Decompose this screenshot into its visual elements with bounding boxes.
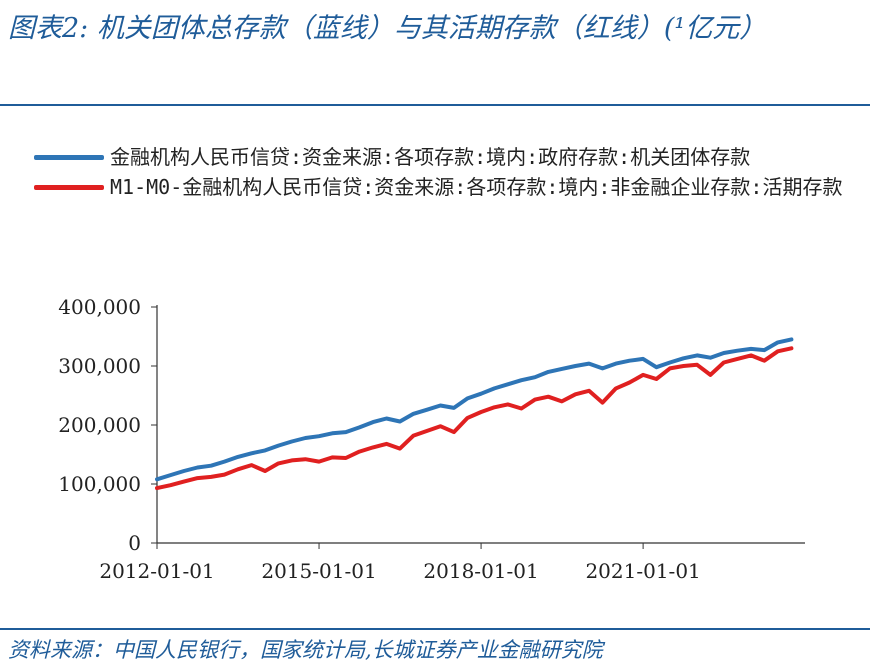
legend-swatch-red <box>34 185 104 190</box>
chart-title: 图表2: 机关团体总存款（蓝线）与其活期存款（红线）(¹亿元） <box>8 13 767 44</box>
legend-label-blue: 金融机构人民币信贷:资金来源:各项存款:境内:政府存款:机关团体存款 <box>110 145 751 169</box>
y-tick-label: 400,000 <box>58 295 141 319</box>
y-tick-label: 300,000 <box>58 354 141 378</box>
y-tick-label: 200,000 <box>58 413 141 437</box>
series-line-blue <box>155 337 794 482</box>
x-tick-label: 2012-01-01 <box>99 559 214 583</box>
chart-legend: 金融机构人民币信贷:资金来源:各项存款:境内:政府存款:机关团体存款 M1-M0… <box>32 142 852 202</box>
legend-swatch-blue <box>34 155 104 160</box>
source-note: 资料来源：中国人民银行，国家统计局,长城证券产业金融研究院 <box>8 638 603 662</box>
x-tick-label: 2015-01-01 <box>261 559 376 583</box>
x-tick-label: 2018-01-01 <box>423 559 538 583</box>
series-line-red <box>155 346 794 491</box>
y-tick-label: 100,000 <box>58 472 141 496</box>
legend-item-blue: 金融机构人民币信贷:资金来源:各项存款:境内:政府存款:机关团体存款 <box>32 142 852 172</box>
x-tick-label: 2021-01-01 <box>585 559 700 583</box>
source-divider <box>0 628 870 630</box>
legend-label-red: M1-M0-金融机构人民币信贷:资金来源:各项存款:境内:非金融企业存款:活期存… <box>110 175 843 199</box>
title-divider <box>0 104 870 106</box>
legend-item-red: M1-M0-金融机构人民币信贷:资金来源:各项存款:境内:非金融企业存款:活期存… <box>32 172 852 202</box>
y-tick-label: 0 <box>128 531 141 555</box>
